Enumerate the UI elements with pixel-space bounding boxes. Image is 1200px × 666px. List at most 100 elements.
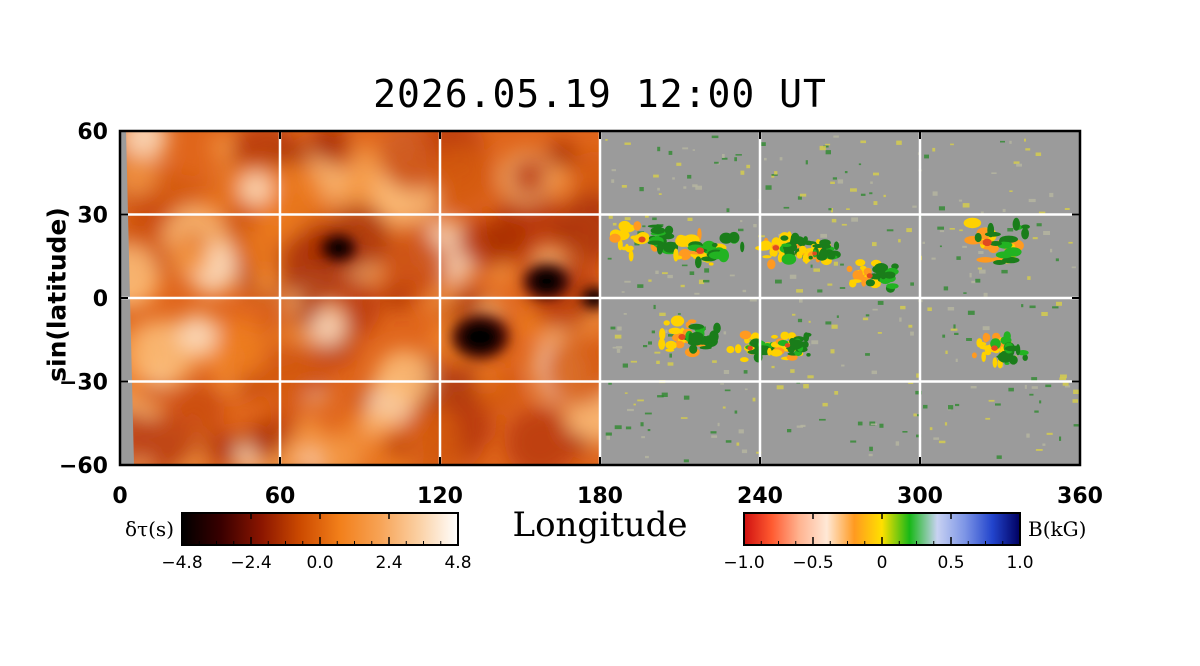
field-speckle	[796, 289, 803, 293]
field-speckle	[1060, 374, 1067, 379]
x-tick-label: 180	[577, 484, 623, 509]
field-speckle	[1001, 269, 1008, 274]
field-speckle	[825, 321, 832, 325]
field-speckle	[971, 280, 976, 284]
field-speckle	[912, 205, 917, 208]
colorbar-tick-label: 4.8	[444, 553, 471, 573]
field-speckle	[736, 442, 740, 446]
field-speckle	[672, 177, 675, 180]
field-speckle	[704, 268, 710, 273]
far-side-cell	[423, 412, 460, 448]
field-speckle	[944, 422, 948, 426]
field-speckle	[725, 440, 732, 443]
field-speckle	[753, 224, 757, 228]
field-speckle	[648, 341, 652, 345]
far-side-active-region	[459, 321, 501, 353]
field-speckle	[623, 313, 627, 315]
field-speckle	[860, 193, 866, 196]
field-speckle	[938, 440, 946, 444]
field-speckle	[752, 397, 756, 402]
front-side-active-region	[673, 228, 745, 269]
far-side-map	[120, 131, 600, 465]
far-side-texture	[120, 131, 600, 465]
chart-title: 2026.05.19 12:00 UT	[373, 72, 827, 116]
field-speckle	[913, 413, 917, 417]
field-speckle	[1000, 140, 1005, 143]
field-speckle	[689, 271, 695, 275]
far-side-cell	[120, 151, 158, 198]
field-speckle	[712, 360, 717, 363]
field-speckle	[790, 369, 795, 373]
field-speckle	[870, 423, 877, 426]
field-speckle	[622, 363, 628, 368]
field-speckle	[787, 429, 792, 433]
field-speckle	[1064, 208, 1070, 210]
field-speckle	[954, 332, 959, 335]
field-speckle	[862, 317, 869, 321]
field-speckle	[729, 274, 735, 277]
field-speckle	[830, 208, 833, 213]
field-speckle	[724, 389, 731, 392]
far-side-cell	[429, 143, 496, 210]
field-speckle	[873, 172, 879, 176]
field-speckle	[665, 329, 668, 333]
far-side-cell	[240, 172, 273, 205]
field-speckle	[1007, 228, 1014, 232]
far-side-cell	[480, 216, 528, 264]
field-speckle	[948, 405, 954, 410]
field-speckle	[811, 340, 819, 345]
field-speckle	[742, 289, 747, 293]
field-speckle	[858, 163, 862, 166]
field-speckle	[910, 282, 914, 286]
field-speckle	[633, 403, 636, 406]
field-speckle	[1039, 400, 1042, 404]
field-speckle	[1052, 306, 1059, 309]
field-speckle	[1031, 386, 1038, 389]
field-speckle	[822, 402, 828, 407]
field-speckle	[825, 143, 831, 146]
field-speckle	[932, 147, 936, 152]
field-speckle	[937, 226, 944, 230]
field-speckle	[985, 417, 991, 420]
x-tick-label: 240	[737, 484, 783, 509]
field-speckle	[652, 217, 657, 221]
x-tick-label: 0	[112, 484, 127, 509]
field-speckle	[900, 305, 906, 310]
field-speckle	[610, 326, 616, 330]
field-speckle	[692, 184, 698, 188]
field-speckle	[1021, 304, 1024, 308]
far-side-cell	[210, 134, 236, 160]
field-speckle	[721, 157, 728, 160]
colorbar-tick-label: 2.4	[375, 553, 402, 573]
field-speckle	[1027, 276, 1031, 280]
field-speckle	[624, 142, 631, 145]
field-speckle	[723, 370, 730, 374]
colorbar-tick-label: 0.5	[937, 553, 964, 573]
field-speckle	[734, 410, 738, 414]
field-speckle	[799, 193, 807, 197]
field-speckle	[680, 417, 688, 419]
field-speckle	[687, 217, 693, 221]
field-speckle	[898, 239, 901, 243]
field-speckle	[868, 453, 873, 457]
field-speckle	[991, 172, 997, 174]
field-speckle	[637, 399, 644, 402]
field-speckle	[910, 331, 914, 336]
field-speckle	[617, 326, 622, 331]
field-speckle	[850, 440, 857, 443]
front-side-active-region	[755, 231, 818, 270]
field-speckle	[869, 192, 873, 195]
field-speckle	[676, 162, 682, 166]
x-tick-label: 360	[1057, 484, 1103, 509]
field-speckle	[805, 160, 808, 165]
field-speckle	[1062, 381, 1069, 386]
field-speckle	[896, 140, 902, 145]
field-speckle	[820, 233, 827, 238]
field-speckle	[774, 171, 778, 175]
field-speckle	[667, 274, 673, 279]
field-speckle	[1002, 208, 1006, 213]
field-speckle	[813, 268, 820, 272]
far-side-cell	[314, 432, 365, 465]
field-speckle	[943, 286, 949, 291]
field-speckle	[1073, 389, 1080, 394]
